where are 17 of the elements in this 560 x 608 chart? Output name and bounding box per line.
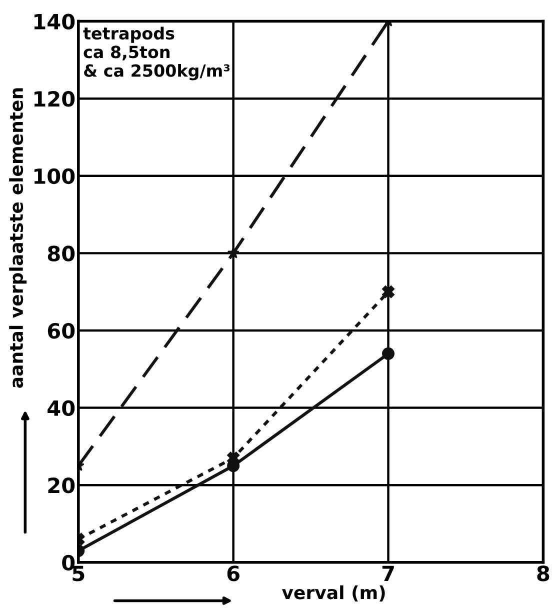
x-tick-label: 8 xyxy=(537,566,550,582)
y-tick-label: 40 xyxy=(48,400,75,416)
x-tick-label: 6 xyxy=(227,566,240,582)
x-axis-title: verval (m) xyxy=(282,585,385,602)
y-tick-label: 20 xyxy=(48,478,75,494)
x-tick-label: 7 xyxy=(382,566,394,582)
y-tick-label: 140 xyxy=(34,14,75,30)
y-tick-label: 0 xyxy=(62,554,75,571)
y-tick-label: 100 xyxy=(34,168,75,184)
x-tick-label: 5 xyxy=(72,566,84,582)
y-tick-label: 60 xyxy=(48,322,75,339)
point xyxy=(382,286,395,298)
point xyxy=(382,347,395,360)
y-tick-label: 120 xyxy=(34,91,75,107)
y-tick-label: 80 xyxy=(48,246,75,262)
y-axis-title: aantal verplaatste elementen xyxy=(9,88,27,388)
annotation: tetrapods ca 8,5ton & ca 2500kg/m³ xyxy=(83,26,230,80)
